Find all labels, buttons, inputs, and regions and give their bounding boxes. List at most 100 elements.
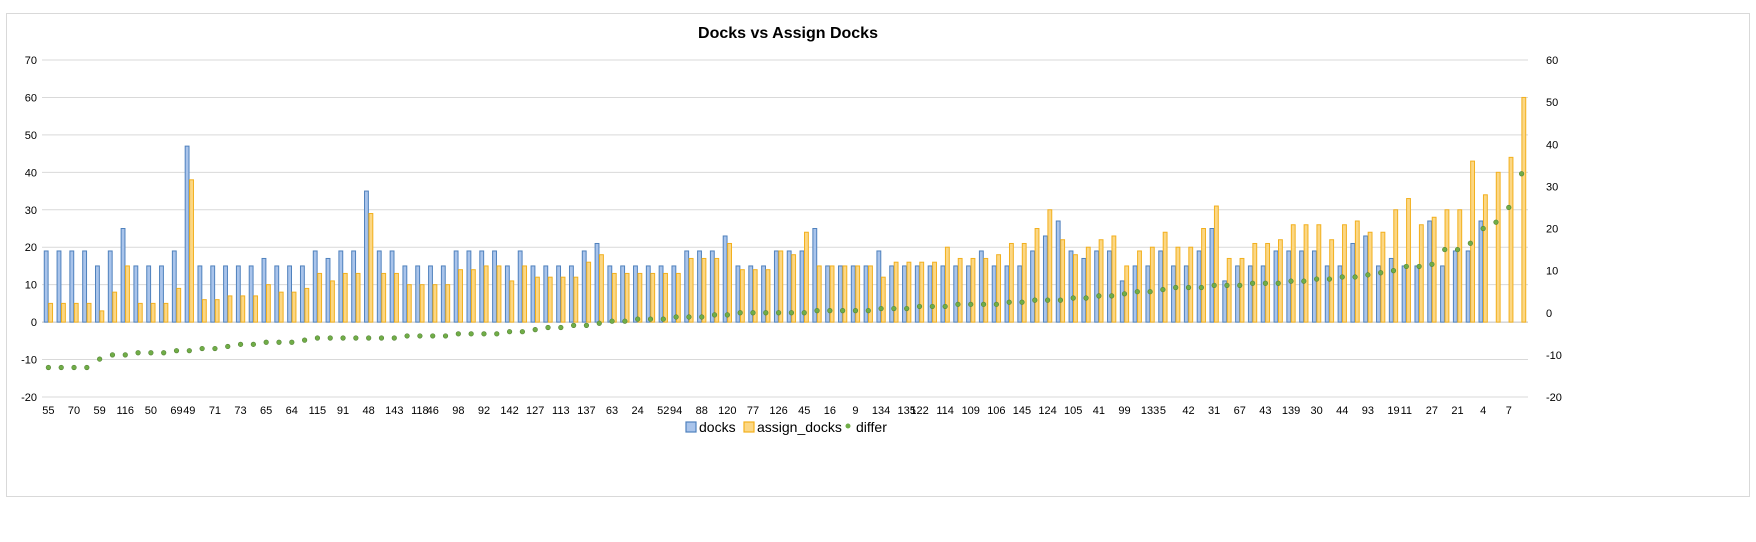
bar-assign-docks [1226, 257, 1232, 323]
bar-assign-docks [1431, 216, 1437, 323]
point-differ [1057, 297, 1064, 303]
bar-assign-docks [624, 272, 630, 323]
point-differ [647, 316, 654, 322]
x-tick-label: 67 [1234, 405, 1246, 417]
bar-assign-docks [496, 265, 502, 323]
bar-assign-docks [1508, 156, 1514, 323]
point-differ [1211, 282, 1217, 288]
x-tick-label: 4 [1480, 405, 1486, 417]
scatter-series [45, 171, 1525, 371]
point-differ [1493, 219, 1499, 225]
point-differ [865, 308, 871, 314]
bar-assign-docks [1021, 242, 1027, 323]
bar-docks [633, 265, 638, 323]
point-differ [1518, 171, 1525, 177]
x-tick-label: 113 [552, 405, 570, 417]
point-differ [583, 322, 590, 328]
x-tick-label: 91 [337, 405, 349, 417]
x-tick-label: 77 [747, 405, 759, 417]
bar-assign-docks [278, 291, 284, 323]
bar-assign-docks [701, 257, 707, 323]
bar-docks [325, 257, 331, 323]
point-differ [1083, 295, 1089, 301]
bar-docks [914, 265, 920, 323]
bar-assign-docks [739, 269, 745, 323]
bar-docks [838, 265, 843, 323]
bar-docks [568, 265, 574, 323]
bar-assign-docks [1482, 194, 1488, 323]
bar-assign-docks [1290, 224, 1296, 323]
point-differ [571, 322, 577, 328]
bar-docks [1235, 265, 1240, 323]
bar-docks [1081, 257, 1087, 323]
point-differ [1480, 225, 1486, 232]
bar-docks [684, 250, 690, 323]
bar-assign-docks [445, 284, 451, 323]
bar-docks [466, 250, 472, 323]
bar-assign-docks [1008, 242, 1014, 323]
point-differ [404, 333, 410, 339]
point-differ [840, 308, 846, 314]
y-right-tick-label: 60 [1546, 55, 1558, 67]
point-differ [1288, 278, 1294, 284]
bar-assign-docks [1380, 231, 1386, 323]
bar-assign-docks [906, 261, 912, 323]
point-differ [391, 335, 397, 341]
bar-docks [645, 265, 651, 323]
point-differ [1339, 274, 1345, 280]
point-differ [1454, 246, 1461, 253]
bar-assign-docks [868, 265, 873, 323]
x-tick-label: 49 [183, 405, 195, 417]
point-differ [1198, 284, 1204, 291]
point-differ [596, 320, 602, 326]
bar-docks [1030, 250, 1036, 323]
bar-docks [1311, 250, 1317, 323]
point-differ [340, 335, 346, 341]
bar-docks [351, 250, 357, 323]
bar-assign-docks [611, 272, 617, 323]
point-differ [1378, 270, 1384, 276]
bar-assign-docks [957, 257, 963, 323]
y-left-tick-label: 60 [25, 92, 37, 104]
bar-docks [1068, 250, 1074, 323]
bar-assign-docks [240, 295, 246, 323]
point-differ [314, 335, 321, 341]
y-right-tick-label: 30 [1546, 181, 1558, 193]
point-differ [622, 318, 628, 324]
bar-assign-docks [1316, 224, 1322, 323]
point-differ [302, 337, 308, 343]
bar-docks [1478, 220, 1484, 323]
x-tick-label: 120 [718, 405, 736, 417]
point-differ [1275, 280, 1281, 286]
x-tick-label: 64 [286, 405, 298, 417]
point-differ [1390, 268, 1397, 274]
bar-docks [159, 265, 164, 323]
point-differ [135, 350, 141, 356]
x-tick-label: 127 [526, 405, 544, 417]
x-tick-label: 106 [987, 405, 1005, 417]
bar-docks [184, 145, 190, 323]
bar-assign-docks [61, 302, 66, 323]
bar-docks [671, 265, 677, 323]
bar-docks [1055, 220, 1061, 323]
point-differ [109, 352, 116, 358]
x-tick-label: 115 [309, 405, 327, 417]
y-axis-right: -20 -10 0 10 20 30 40 50 60 [1546, 55, 1562, 404]
x-tick-label: 145 [1013, 405, 1031, 417]
bar-assign-docks [432, 284, 438, 323]
bar-docks [607, 265, 613, 323]
y-left-tick-label: 30 [25, 205, 37, 217]
chart-title: Docks vs Assign Docks [698, 25, 878, 42]
bar-assign-docks [1047, 209, 1053, 323]
bar-assign-docks [73, 302, 79, 323]
bar-assign-docks [470, 269, 476, 323]
point-differ [225, 343, 231, 350]
bar-docks [453, 250, 459, 323]
bar-docks [210, 265, 216, 323]
point-differ [660, 316, 666, 322]
x-tick-label: 114 [936, 405, 954, 417]
point-differ [430, 333, 436, 339]
bar-docks [966, 265, 971, 323]
bar-assign-docks [112, 291, 118, 323]
bar-assign-docks [317, 272, 323, 323]
